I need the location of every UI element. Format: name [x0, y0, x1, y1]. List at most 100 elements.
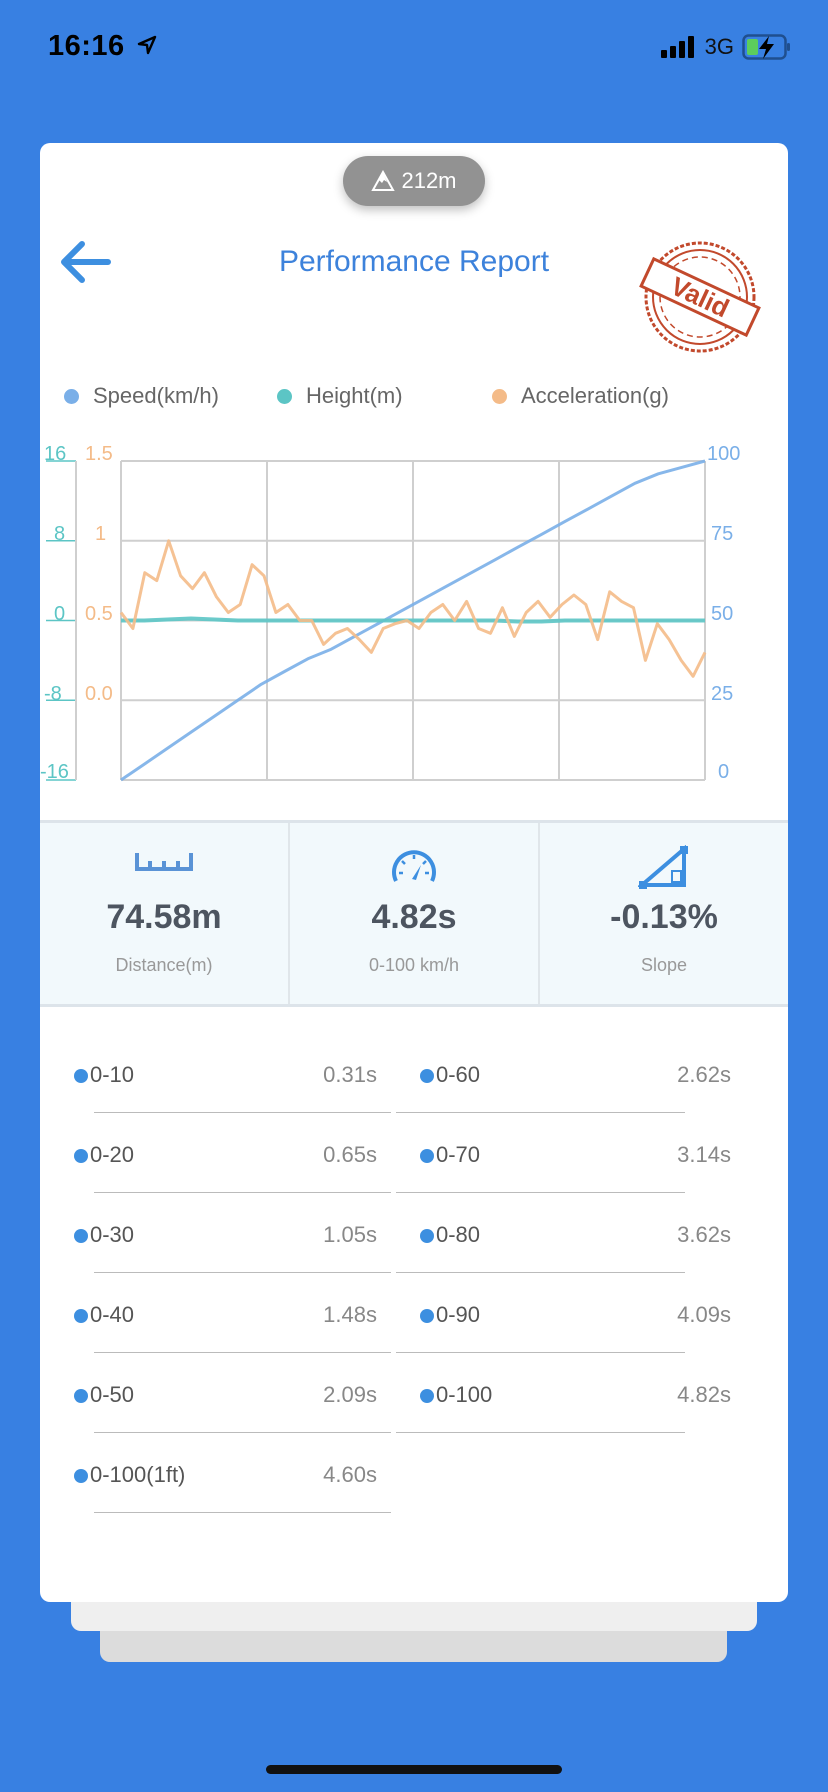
split-label: 0-30: [90, 1222, 135, 1247]
report-card: 212m Performance Report Valid Speed(km/h…: [40, 143, 788, 1602]
split-row: 0-80 3.62s: [396, 1216, 731, 1273]
stat-slope: -0.13% Slope: [540, 823, 788, 1004]
split-label: 0-70: [436, 1142, 481, 1167]
height-tick: 8: [54, 523, 66, 545]
legend-acceleration[interactable]: Acceleration(g): [492, 383, 669, 409]
split-label: 0-100(1ft): [90, 1462, 186, 1487]
legend-speed[interactable]: Speed(km/h): [64, 383, 219, 409]
split-row: 0-30 1.05s: [74, 1216, 391, 1273]
divider: [94, 1192, 391, 1193]
split-row: 0-20 0.65s: [74, 1136, 391, 1193]
divider: [94, 1352, 391, 1353]
split-label: 0-40: [90, 1302, 135, 1327]
divider: [396, 1192, 685, 1193]
split-value: 0.65s: [323, 1142, 377, 1167]
split-row: 0-100(1ft) 4.60s: [74, 1456, 391, 1513]
height-tick: 0: [54, 603, 66, 625]
speed-tick: 50: [711, 603, 734, 625]
legend-height[interactable]: Height(m): [277, 383, 403, 409]
acceleration-tick: 0.0: [85, 683, 113, 705]
status-time: 16:16: [48, 30, 157, 63]
speedometer-icon: [392, 850, 436, 882]
split-dot: [74, 1149, 88, 1163]
stat-acceleration-time: 4.82s 0-100 km/h: [290, 823, 540, 1004]
network-type: 3G: [704, 34, 734, 59]
split-dot: [420, 1309, 434, 1323]
page-title: Performance Report: [278, 245, 550, 278]
altitude-badge: 212m: [343, 156, 485, 206]
ruler-icon: [135, 853, 193, 871]
split-row: 0-70 3.14s: [396, 1136, 731, 1193]
speed-tick: 25: [711, 683, 734, 705]
split-label: 0-60: [436, 1062, 481, 1087]
valid-stamp: Valid: [639, 241, 761, 353]
speed-tick: 100: [707, 443, 741, 465]
location-arrow-icon: [138, 35, 157, 55]
signal-icon: [660, 36, 694, 58]
divider: [396, 1432, 685, 1433]
split-value: 4.60s: [323, 1462, 377, 1487]
split-dot: [420, 1149, 434, 1163]
split-dot: [420, 1389, 434, 1403]
acceleration-time-label: 0-100 km/h: [368, 955, 460, 975]
status-indicators: 3G: [660, 34, 792, 60]
acceleration-tick: 1.5: [85, 443, 113, 465]
split-row: 0-10 0.31s: [74, 1056, 391, 1113]
acceleration-tick: 1: [95, 523, 107, 545]
legend-label: Acceleration(g): [521, 383, 669, 408]
split-row: 0-90 4.09s: [396, 1296, 731, 1353]
divider: [94, 1432, 391, 1433]
slope-label: Slope: [640, 955, 688, 975]
split-value: 3.62s: [677, 1222, 731, 1247]
split-label: 0-90: [436, 1302, 481, 1327]
slope-icon: [638, 845, 688, 889]
split-value: 0.31s: [323, 1062, 377, 1087]
clock: 16:16: [48, 30, 125, 62]
mountain-icon: [371, 170, 396, 191]
split-row: 0-40 1.48s: [74, 1296, 391, 1353]
arrow-left-icon[interactable]: [58, 240, 112, 284]
speed-tick: 75: [711, 523, 734, 545]
split-dot: [74, 1389, 88, 1403]
split-value: 2.62s: [677, 1062, 731, 1087]
split-value: 4.82s: [677, 1382, 731, 1407]
split-label: 0-10: [90, 1062, 135, 1087]
split-value: 1.05s: [323, 1222, 377, 1247]
split-row: 0-60 2.62s: [396, 1056, 731, 1113]
legend-label: Speed(km/h): [93, 383, 219, 408]
split-value: 4.09s: [677, 1302, 731, 1327]
split-row: 0-50 2.09s: [74, 1376, 391, 1433]
series-line-acceleration: [119, 539, 707, 678]
split-value: 1.48s: [323, 1302, 377, 1327]
home-indicator[interactable]: [266, 1765, 562, 1774]
split-dot: [74, 1229, 88, 1243]
split-label: 0-20: [90, 1142, 135, 1167]
distance-label: Distance(m): [115, 955, 213, 975]
series-line-speed: [120, 459, 706, 782]
series-line-height: [121, 616, 705, 624]
acceleration-time-value: 4.82s: [371, 898, 457, 936]
slope-value: -0.13%: [610, 898, 718, 936]
height-tick: 16: [44, 443, 67, 465]
altitude-value: 212m: [401, 168, 457, 193]
split-dot: [74, 1069, 88, 1083]
acceleration-tick: 0.5: [85, 603, 113, 625]
performance-chart: 16 8 0 -8 -16 1.5 1 0.5 0.0 100 75 50 25…: [40, 443, 788, 803]
split-value: 2.09s: [323, 1382, 377, 1407]
stamp-text: Valid: [666, 271, 734, 324]
battery-charging-icon: [742, 34, 790, 60]
legend-dot: [64, 388, 79, 404]
distance-value: 74.58m: [106, 898, 222, 936]
divider: [94, 1512, 391, 1513]
height-tick: -16: [40, 761, 69, 783]
speed-tick: 0: [718, 761, 730, 783]
split-row: 0-100 4.82s: [396, 1376, 731, 1433]
split-value: 3.14s: [677, 1142, 731, 1167]
chart-legend: Speed(km/h) Height(m) Acceleration(g): [40, 383, 788, 413]
stat-distance: 74.58m Distance(m): [40, 823, 290, 1004]
divider: [396, 1272, 685, 1273]
split-dot: [420, 1069, 434, 1083]
split-label: 0-100: [436, 1382, 493, 1407]
divider: [396, 1112, 685, 1113]
chart-canvas: [46, 459, 707, 782]
